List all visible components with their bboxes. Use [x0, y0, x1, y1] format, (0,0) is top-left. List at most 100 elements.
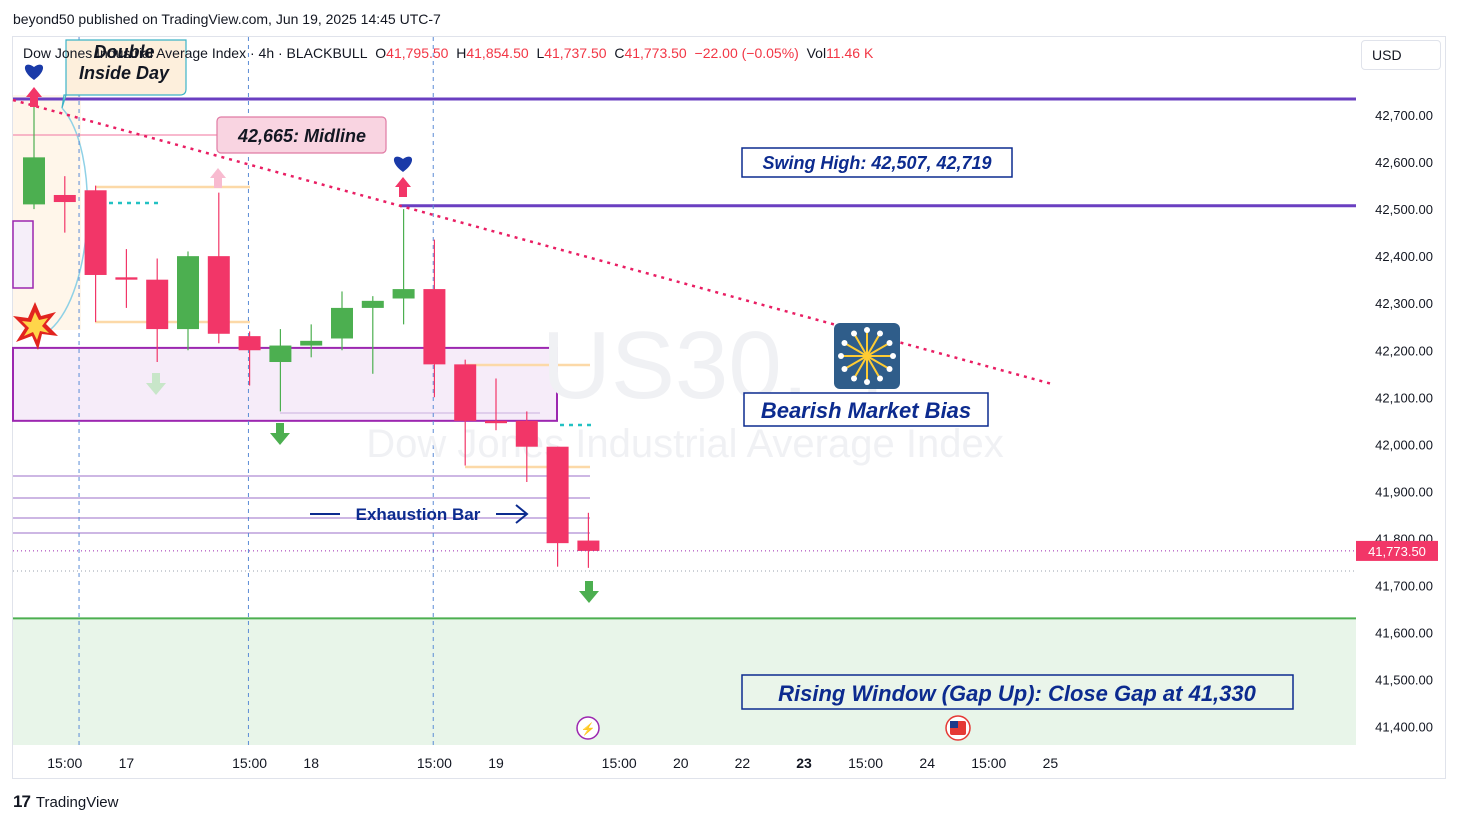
candle-body — [454, 364, 477, 421]
annotation-rising-window: Rising Window (Gap Up): Close Gap at 41,… — [778, 681, 1257, 706]
candle-body — [392, 289, 415, 299]
firework-dot — [890, 353, 896, 359]
annotation-swing-high: Swing High: 42,507, 42,719 — [762, 153, 991, 173]
symbol-description[interactable]: Dow Jones Industrial Average Index · 4h … — [23, 45, 368, 61]
heart-icon — [24, 64, 44, 80]
down-arrow-icon — [270, 423, 290, 445]
x-tick-label: 15:00 — [602, 755, 637, 771]
watermark-name: Dow Jones Industrial Average Index — [366, 422, 1003, 466]
firework-ray — [853, 355, 868, 380]
firework-ray — [866, 332, 881, 357]
inside-day-highlight — [13, 95, 81, 330]
currency-button[interactable]: USD — [1361, 40, 1441, 70]
y-tick-label: 42,400.00 — [1375, 249, 1433, 264]
y-tick-label: 42,500.00 — [1375, 202, 1433, 217]
tradingview-logo-icon: 17 — [13, 792, 31, 811]
firework-dot — [864, 379, 870, 385]
x-tick-label: 15:00 — [232, 755, 267, 771]
x-tick-label: 25 — [1043, 755, 1059, 771]
volume-value: 11.46 K — [826, 45, 874, 61]
brand-name: TradingView — [35, 793, 119, 811]
high-label: H — [456, 45, 467, 61]
candle-body — [177, 256, 199, 330]
heart-icon — [393, 156, 413, 172]
y-tick-label: 41,400.00 — [1375, 720, 1433, 735]
firework-dot — [851, 330, 857, 337]
firework-dot — [838, 353, 844, 359]
candle-body — [146, 279, 169, 330]
firework-ray — [853, 332, 868, 357]
x-tick-label: 23 — [796, 755, 812, 771]
firework-dot — [886, 340, 893, 346]
close-value: 41,773.50 — [624, 45, 687, 61]
y-tick-label: 42,300.00 — [1375, 296, 1433, 311]
lightning-event-icon — [576, 716, 600, 740]
candle-body — [423, 289, 446, 365]
up-arrow-icon — [395, 177, 411, 197]
candle-body — [331, 307, 353, 339]
explosion-icon — [22, 312, 49, 340]
candle-body — [84, 190, 107, 275]
volume-label: Vol — [806, 45, 827, 61]
open-label: O — [375, 45, 387, 61]
x-tick-label: 19 — [488, 755, 504, 771]
annotation-bearish-bias: Bearish Market Bias — [761, 398, 971, 423]
annotation-inside-day: Inside Day — [79, 63, 170, 83]
up-arrow-icon — [26, 87, 42, 107]
small-zone-box — [12, 220, 34, 289]
publisher-line: beyond50 published on TradingView.com, J… — [13, 11, 441, 27]
down-arrow-icon — [146, 373, 166, 395]
x-tick-label: 22 — [735, 755, 751, 771]
x-tick-label: 15:00 — [47, 755, 82, 771]
lightning-glyph: ⚡ — [581, 722, 596, 736]
x-tick-label: 18 — [303, 755, 319, 771]
footer-branding[interactable]: 17 TradingView — [13, 792, 118, 812]
x-tick-label: 15:00 — [971, 755, 1006, 771]
candle-body — [238, 336, 261, 351]
y-tick-label: 42,600.00 — [1375, 155, 1433, 170]
candle-body — [300, 340, 323, 346]
y-tick-label: 41,500.00 — [1375, 673, 1433, 688]
high-value: 41,854.50 — [466, 45, 529, 61]
candle-body — [515, 420, 538, 447]
exhaustion-arrow-icon — [496, 504, 529, 524]
firework-dot — [841, 340, 848, 346]
y-tick-label: 42,200.00 — [1375, 343, 1433, 358]
firework-dot — [864, 327, 870, 333]
candle-body — [207, 256, 230, 334]
candle-body — [546, 446, 569, 544]
close-label: C — [614, 45, 625, 61]
candle-body — [361, 300, 384, 308]
y-tick-label: 41,900.00 — [1375, 484, 1433, 499]
swing-high-box — [741, 147, 1013, 178]
y-tick-label: 42,100.00 — [1375, 390, 1433, 405]
low-label: L — [536, 45, 545, 61]
firework-ray — [843, 342, 868, 357]
firework-dot — [877, 375, 883, 382]
us-flag-canton — [950, 721, 958, 728]
firework-icon — [834, 323, 900, 389]
low-value: 41,737.50 — [544, 45, 607, 61]
ohlc-legend: Dow Jones Industrial Average Index · 4h … — [23, 45, 873, 61]
firework-dot — [851, 375, 857, 382]
candle-body — [269, 345, 292, 363]
candle-body — [485, 420, 507, 424]
x-tick-label: 17 — [119, 755, 135, 771]
bearish-bias-box — [743, 392, 989, 427]
y-tick-label: 41,600.00 — [1375, 626, 1433, 641]
midline-box — [216, 116, 387, 154]
candle-body — [115, 277, 138, 280]
annotation-midline: 42,665: Midline — [237, 126, 366, 146]
annotation-exhaustion: Exhaustion Bar — [356, 505, 481, 524]
rising-window-box — [741, 674, 1294, 710]
last-price-badge — [1356, 540, 1438, 561]
open-value: 41,795.50 — [386, 45, 449, 61]
x-tick-label: 20 — [673, 755, 689, 771]
firework-dot — [877, 330, 883, 337]
candle-body — [23, 157, 45, 205]
firework-dot — [886, 366, 893, 372]
last-price-label: 41,773.50 — [1368, 544, 1426, 559]
y-tick-label: 41,700.00 — [1375, 579, 1433, 594]
y-tick-label: 42,000.00 — [1375, 437, 1433, 452]
